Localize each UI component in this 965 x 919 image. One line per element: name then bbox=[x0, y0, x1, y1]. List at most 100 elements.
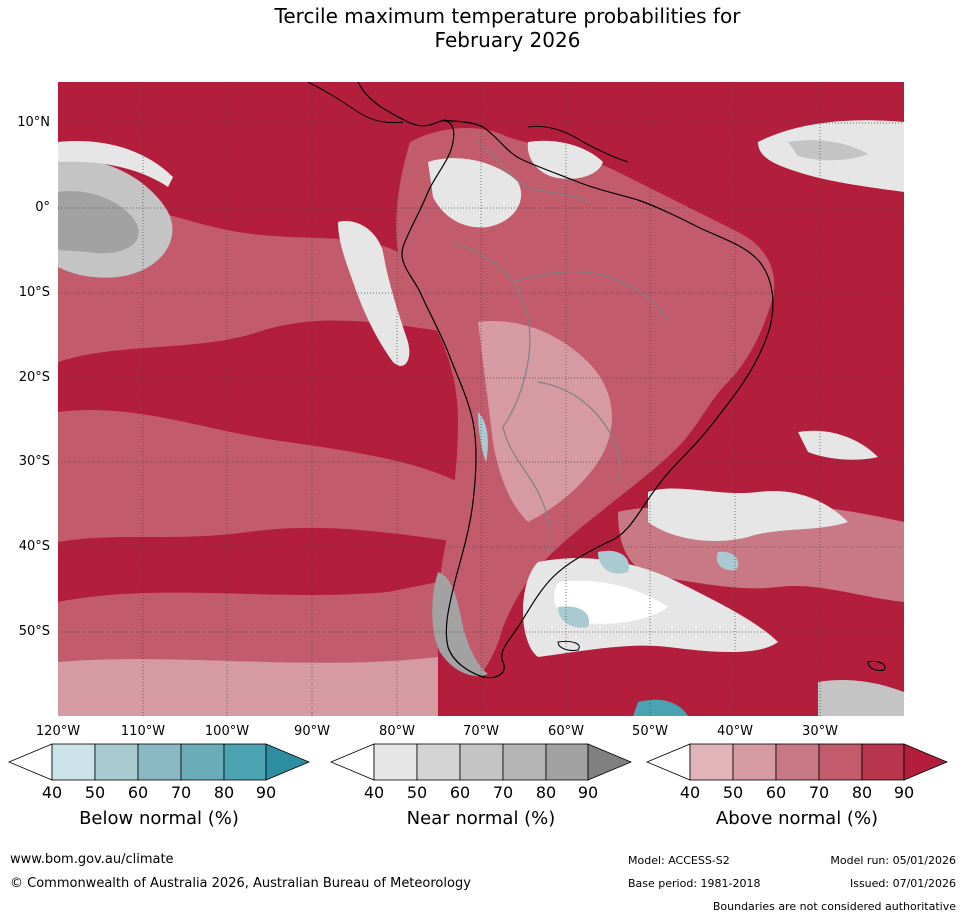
lon-label-70w: 70°W bbox=[463, 724, 499, 739]
cbar-near-seg-3 bbox=[459, 743, 504, 781]
cbar-below-tick: 80 bbox=[213, 783, 235, 802]
issued-text: Issued: 07/01/2026 bbox=[849, 877, 956, 890]
coastal-near-normal bbox=[338, 221, 410, 366]
near-normal-pacific-core bbox=[58, 191, 139, 254]
near-normal-far-south bbox=[818, 680, 904, 716]
colorbar-below bbox=[8, 743, 310, 781]
probability-map bbox=[58, 82, 904, 716]
cbar-below-seg-5 bbox=[223, 743, 267, 781]
cbar-below-tick: 50 bbox=[84, 783, 106, 802]
lon-label-90w: 90°W bbox=[294, 724, 330, 739]
lat-label-50s: 50°S bbox=[18, 624, 50, 639]
cbar-above-tick: 40 bbox=[679, 783, 701, 802]
model-text: Model: ACCESS-S2 bbox=[628, 854, 730, 867]
lon-label-100w: 100°W bbox=[204, 724, 250, 739]
lat-label-20s: 20°S bbox=[18, 370, 50, 385]
cbar-below-tick: 70 bbox=[170, 783, 192, 802]
cbar-above-seg-1 bbox=[689, 743, 734, 781]
lon-label-30w: 30°W bbox=[802, 724, 838, 739]
pacific-band-light bbox=[58, 657, 438, 716]
map-title-line-2: February 2026 bbox=[434, 28, 581, 52]
lat-label-30s: 30°S bbox=[18, 454, 50, 469]
land-light-interior bbox=[478, 321, 612, 522]
near-normal-north-atlantic-core bbox=[788, 140, 868, 161]
patagonia-near-normal bbox=[432, 572, 488, 676]
cbar-below-tick: 90 bbox=[255, 783, 277, 802]
atlantic-below-patch-1 bbox=[598, 550, 629, 574]
lon-label-40w: 40°W bbox=[717, 724, 753, 739]
base-period-text: Base period: 1981-2018 bbox=[628, 877, 761, 890]
cbar-above-seg-5 bbox=[861, 743, 905, 781]
map-title-line-1: Tercile maximum temperature probabilitie… bbox=[274, 4, 741, 28]
copyright-text: © Commonwealth of Australia 2026, Austra… bbox=[10, 876, 471, 891]
cbar-near-tick: 80 bbox=[535, 783, 557, 802]
border-north bbox=[477, 141, 589, 203]
lat-label-0: 0° bbox=[35, 200, 50, 215]
cbar-below-seg-6 bbox=[265, 743, 310, 781]
cbar-near-tick: 60 bbox=[449, 783, 471, 802]
colorbar-above bbox=[646, 743, 948, 781]
cbar-near-seg-2 bbox=[416, 743, 461, 781]
cbar-below-title: Below normal (%) bbox=[79, 808, 239, 829]
map-title: Tercile maximum temperature probabilitie… bbox=[0, 4, 965, 52]
cbar-above-tick: 60 bbox=[765, 783, 787, 802]
cbar-below-seg-4 bbox=[180, 743, 225, 781]
website-link[interactable]: www.bom.gov.au/climate bbox=[10, 852, 174, 867]
cbar-near-seg-5 bbox=[545, 743, 589, 781]
border-central bbox=[537, 381, 621, 483]
cbar-below-seg-1 bbox=[51, 743, 96, 781]
lat-label-10n: 10°N bbox=[17, 115, 50, 130]
lon-label-50w: 50°W bbox=[632, 724, 668, 739]
island-south bbox=[557, 641, 580, 651]
cbar-near-tick: 90 bbox=[577, 783, 599, 802]
cbar-below-tick: 60 bbox=[127, 783, 149, 802]
atlantic-near-normal-1 bbox=[648, 488, 848, 542]
cbar-near-seg-0 bbox=[330, 743, 375, 781]
atlantic-below-strong bbox=[633, 699, 688, 716]
cbar-near-tick: 70 bbox=[492, 783, 514, 802]
cbar-near-tick: 50 bbox=[406, 783, 428, 802]
below-normal-andes bbox=[478, 412, 488, 462]
cbar-above-seg-4 bbox=[818, 743, 863, 781]
near-normal-east-atlantic bbox=[798, 430, 878, 460]
cbar-below-seg-2 bbox=[94, 743, 139, 781]
cbar-below-seg-3 bbox=[137, 743, 182, 781]
near-normal-pacific-edge bbox=[58, 141, 173, 187]
cbar-below-tick: 40 bbox=[41, 783, 63, 802]
model-run-text: Model run: 05/01/2026 bbox=[830, 854, 956, 867]
border-amazon bbox=[512, 270, 669, 323]
lon-label-80w: 80°W bbox=[379, 724, 415, 739]
cbar-above-tick: 90 bbox=[893, 783, 915, 802]
lon-label-120w: 120°W bbox=[35, 724, 81, 739]
lon-label-110w: 110°W bbox=[120, 724, 166, 739]
graticule bbox=[58, 82, 904, 716]
cbar-near-title: Near normal (%) bbox=[406, 808, 556, 829]
lat-label-40s: 40°S bbox=[18, 539, 50, 554]
cbar-above-tick: 80 bbox=[851, 783, 873, 802]
colorbar-near bbox=[330, 743, 632, 781]
map-svg bbox=[58, 82, 904, 716]
central-america-coast bbox=[307, 82, 404, 124]
cbar-above-tick: 70 bbox=[808, 783, 830, 802]
cbar-above-seg-6 bbox=[903, 743, 948, 781]
cbar-above-title: Above normal (%) bbox=[715, 808, 879, 829]
cbar-near-seg-4 bbox=[502, 743, 547, 781]
cbar-near-seg-1 bbox=[373, 743, 418, 781]
cbar-below-seg-0 bbox=[8, 743, 53, 781]
falkland-like-island bbox=[867, 661, 886, 671]
cbar-above-seg-2 bbox=[732, 743, 777, 781]
cbar-above-seg-3 bbox=[775, 743, 820, 781]
near-normal-north-sa bbox=[428, 158, 522, 228]
cbar-near-seg-6 bbox=[587, 743, 632, 781]
lon-label-60w: 60°W bbox=[548, 724, 584, 739]
atlantic-below-patch-2 bbox=[716, 551, 739, 571]
cbar-near-tick: 40 bbox=[363, 783, 385, 802]
disclaimer-text: Boundaries are not considered authoritat… bbox=[712, 900, 956, 913]
lat-label-10s: 10°S bbox=[18, 285, 50, 300]
coastline bbox=[357, 82, 774, 679]
caribbean-coast bbox=[527, 125, 629, 163]
cbar-above-tick: 50 bbox=[722, 783, 744, 802]
cbar-above-seg-0 bbox=[646, 743, 691, 781]
pacific-band-south bbox=[58, 409, 458, 542]
border-west bbox=[452, 241, 551, 553]
